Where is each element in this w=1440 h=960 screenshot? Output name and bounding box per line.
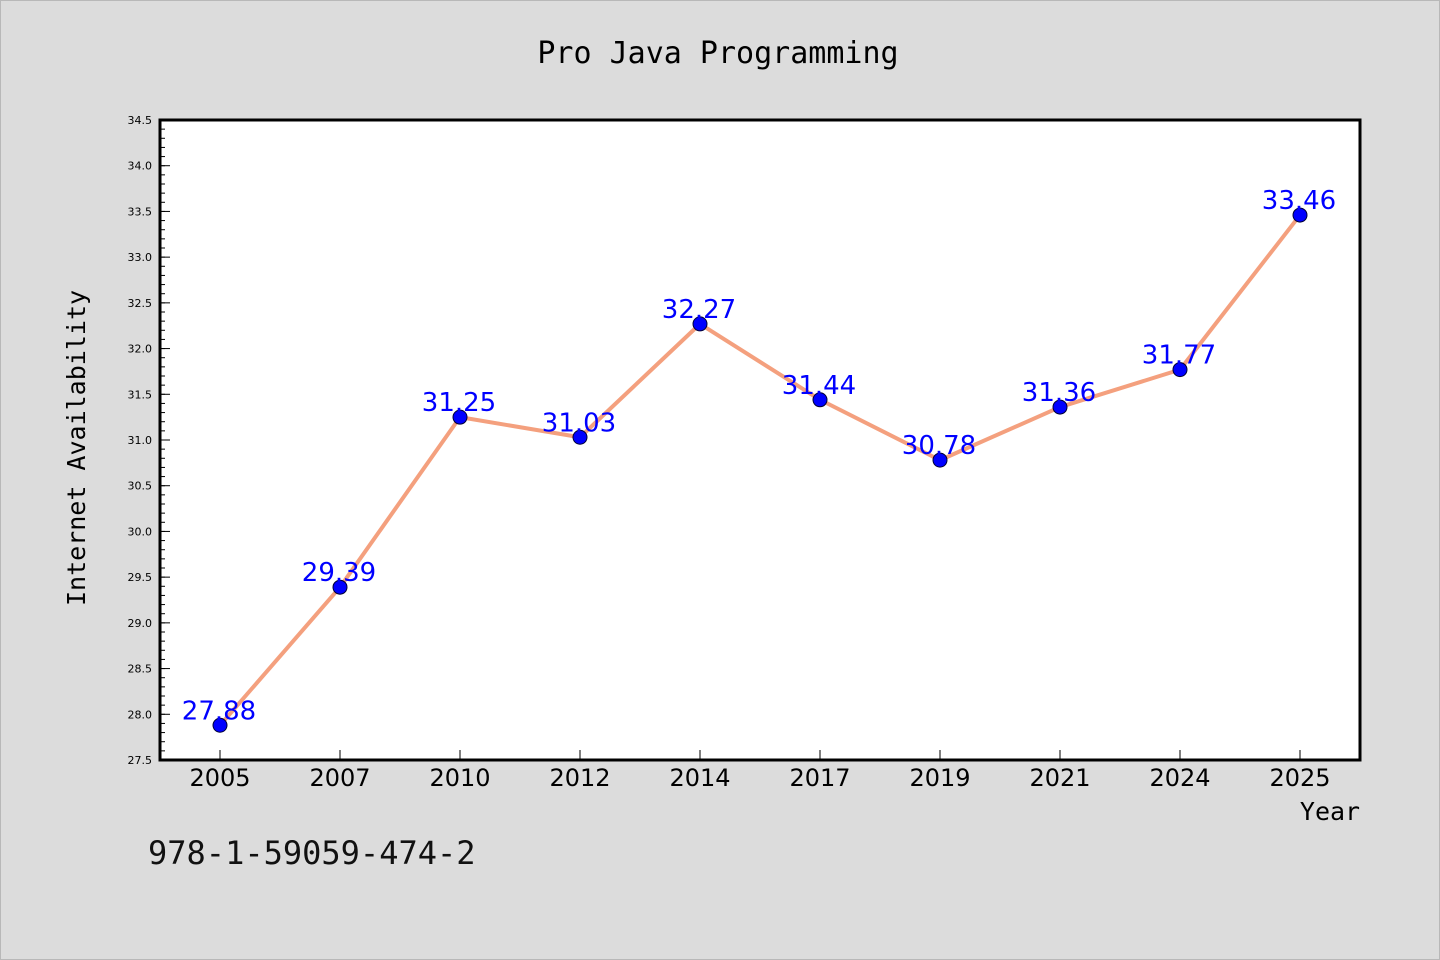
y-tick-label: 28.0 [128,708,153,721]
x-tick-label: 2025 [1269,764,1330,792]
y-tick-label: 31.5 [128,388,153,401]
data-label: 31.44 [782,371,856,401]
data-point [692,316,708,332]
chart-title: Pro Java Programming [537,36,898,71]
x-axis-label: Year [1300,797,1360,826]
x-tick-label: 2007 [309,764,370,792]
y-tick-label: 32.5 [128,297,153,310]
series-line [218,213,1302,727]
y-tick-label: 27.5 [128,754,153,767]
x-tick-label: 2019 [909,764,970,792]
data-point [332,579,348,595]
y-axis-ticks: 27.5 28.0 28.5 29.0 29.5 30.0 30.5 31.0 31.5 32.0… [128,114,170,767]
data-label: 31.25 [422,388,496,418]
x-tick-label: 2010 [429,764,490,792]
data-label: 27.88 [182,696,256,726]
x-axis-ticks: 2005 2007 2010 2012 2014 2017 2019 2021 2024 2025 [189,750,1331,792]
data-point [932,452,948,468]
y-tick-label: 29.5 [128,571,153,584]
data-label: 31.77 [1142,341,1216,371]
y-tick-label: 31.0 [128,434,153,447]
data-label: 31.03 [542,408,616,438]
y-axis-label: Internet Availability [62,290,91,606]
data-labels: 27.88 29.39 31.25 31.03 32.27 31.44 30.78 31.36… [182,186,1336,726]
y-tick-label: 34.0 [128,160,153,173]
x-tick-label: 2024 [1149,764,1210,792]
data-label: 32.27 [662,295,736,325]
y-tick-label: 28.5 [128,663,153,676]
plot-area [160,120,1360,760]
data-point [212,717,228,733]
isbn-caption: 978-1-59059-474-2 [148,834,476,872]
data-label: 30.78 [902,431,976,461]
x-tick-label: 2005 [189,764,250,792]
y-tick-label: 33.0 [128,251,153,264]
plot-border [158,118,1362,762]
data-point [1292,207,1308,223]
data-label: 29.39 [302,558,376,588]
y-tick-label: 32.0 [128,343,153,356]
data-point [812,392,828,408]
data-point [452,409,468,425]
data-label: 31.36 [1022,378,1096,408]
data-label: 33.46 [1262,186,1336,216]
y-tick-label: 30.5 [128,480,153,493]
y-tick-label: 29.0 [128,617,153,630]
x-tick-label: 2017 [789,764,850,792]
y-tick-label: 33.5 [128,205,153,218]
data-point [1172,362,1188,378]
x-tick-label: 2012 [549,764,610,792]
data-point [1052,399,1068,415]
data-markers [212,207,1308,733]
y-tick-label: 34.5 [128,114,153,127]
x-tick-label: 2021 [1029,764,1090,792]
y-tick-label: 30.0 [128,525,153,538]
x-tick-label: 2014 [669,764,730,792]
data-point [572,429,588,445]
